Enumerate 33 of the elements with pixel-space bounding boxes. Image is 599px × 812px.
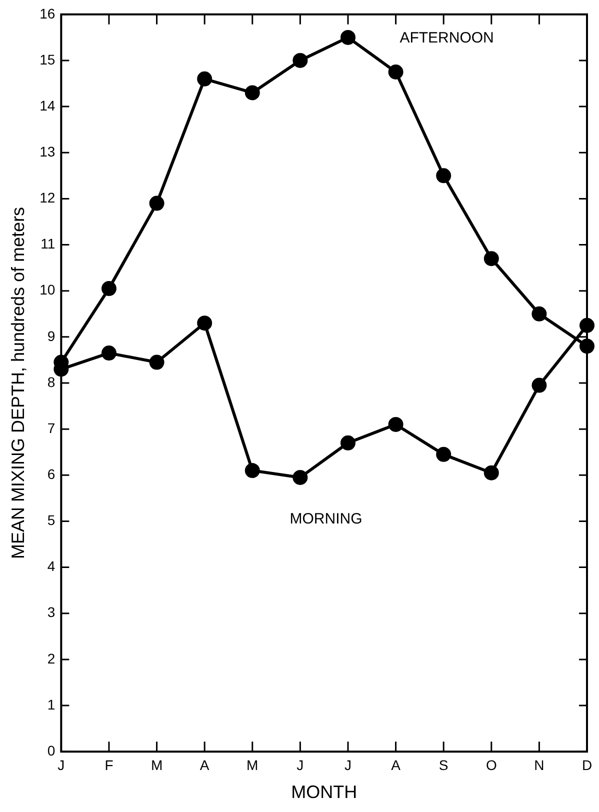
x-tick-label: M: [246, 756, 258, 773]
y-tick-label: 10: [40, 282, 56, 298]
y-tick-label: 8: [47, 374, 56, 390]
x-tick-label: J: [344, 756, 352, 773]
y-tick-label: 13: [40, 143, 56, 160]
x-tick-label: F: [104, 756, 114, 773]
x-tick-label: A: [200, 756, 210, 773]
x-tick-label: O: [486, 756, 497, 773]
x-tick-label: J: [58, 756, 65, 773]
y-tick-label: 7: [47, 420, 56, 436]
x-tick-label: J: [296, 756, 304, 773]
y-tick-label: 4: [47, 558, 56, 574]
y-tick-label: 3: [47, 604, 56, 620]
x-tick-label: S: [438, 756, 448, 773]
x-axis-title: MONTH: [291, 782, 358, 802]
y-tick-label: 11: [40, 236, 56, 252]
y-tick-label: 2: [47, 650, 56, 666]
y-tick-label: 6: [47, 466, 56, 482]
series-label: MORNING: [290, 510, 362, 528]
y-axis-title: MEAN MIXING DEPTH, hundreds of meters: [8, 206, 28, 560]
y-tick-label: 16: [40, 5, 56, 22]
x-tick-label: D: [582, 756, 592, 773]
x-tick-label: N: [534, 756, 544, 773]
y-tick-label: 15: [40, 51, 56, 68]
y-tick-label: 12: [40, 190, 56, 206]
y-tick-label: 5: [47, 512, 56, 528]
legend-label: AFTERNOON: [400, 30, 494, 47]
y-tick-label: 14: [40, 97, 56, 114]
y-tick-label: 0: [47, 742, 56, 758]
x-tick-label: A: [391, 756, 402, 773]
x-tick-label: M: [150, 756, 163, 773]
y-tick-label: 9: [47, 328, 56, 344]
y-tick-label: 1: [47, 696, 56, 712]
